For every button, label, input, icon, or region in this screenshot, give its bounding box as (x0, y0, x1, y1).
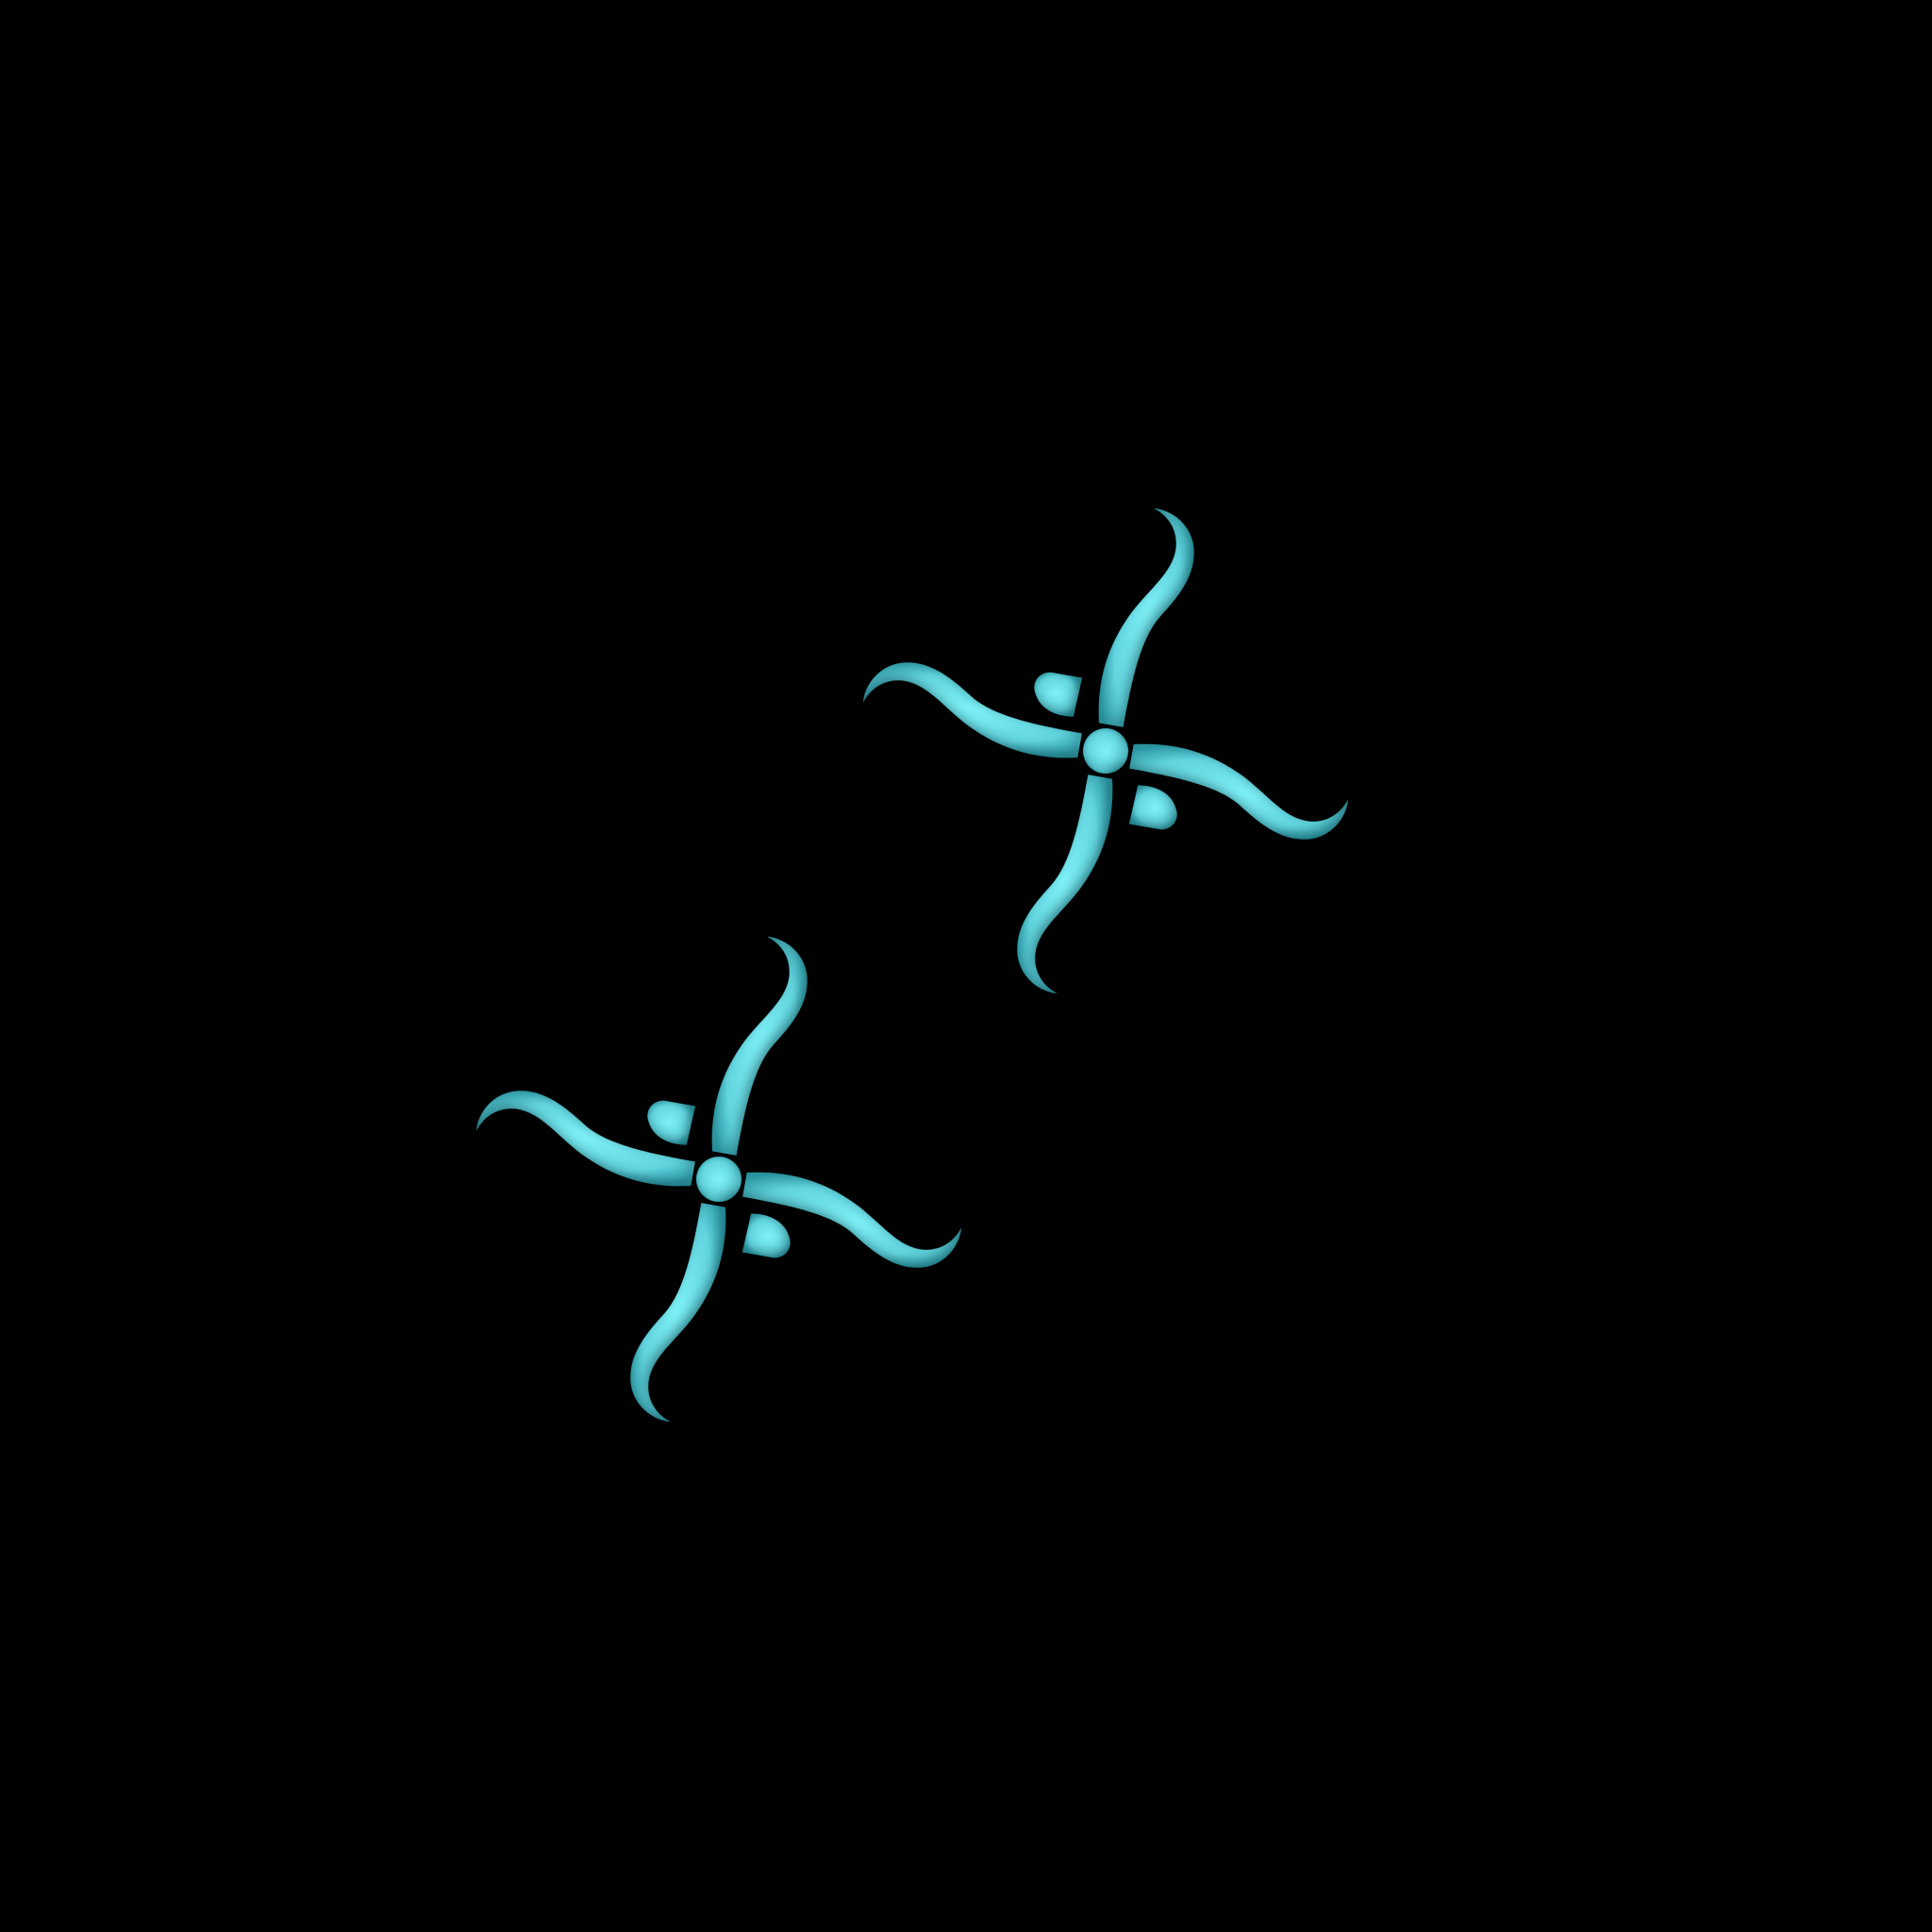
background (0, 0, 1932, 1932)
ornament-canvas (0, 0, 1932, 1932)
